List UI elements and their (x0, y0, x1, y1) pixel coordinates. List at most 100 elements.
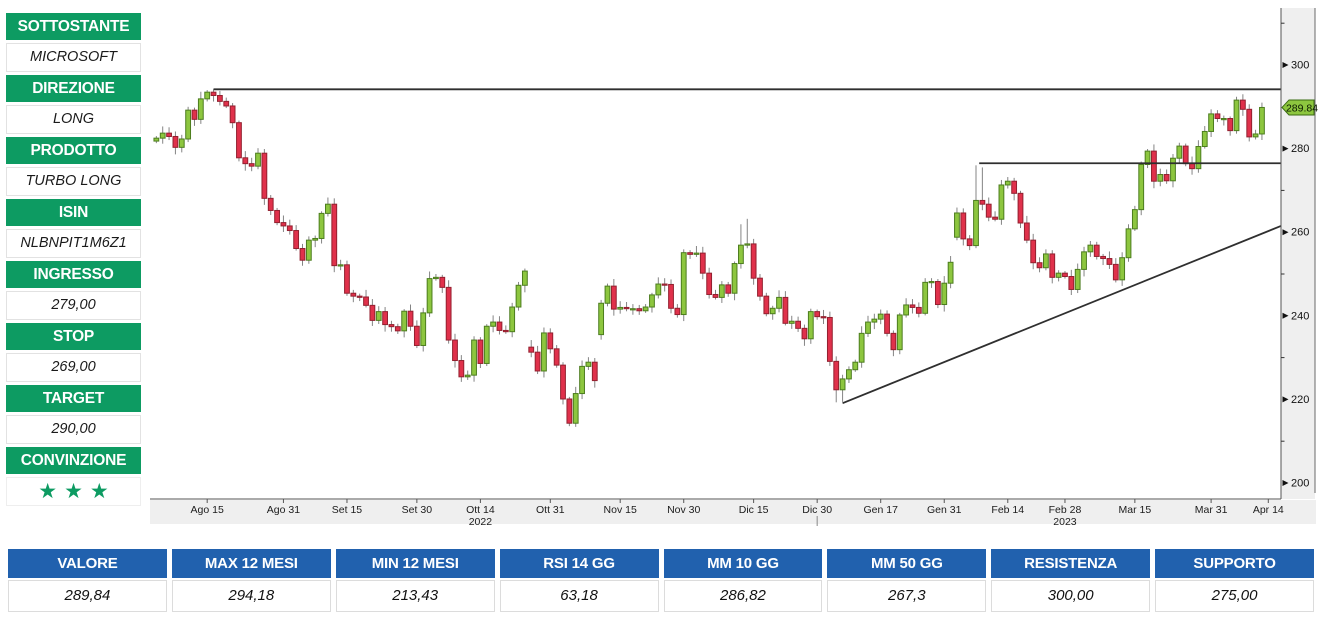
col-header-rsi: RSI 14 GG (499, 549, 659, 578)
x-tick-year-label: 2023 (1053, 516, 1077, 528)
y-axis-strip (1281, 8, 1315, 499)
candle-down (331, 203, 338, 267)
candle-down (229, 105, 236, 124)
candle-down (934, 281, 941, 306)
candle-up (541, 332, 547, 372)
candle-up (1252, 133, 1259, 138)
candle-up (483, 325, 490, 364)
conviction-stars-icon: ★★★ (6, 477, 141, 506)
cell-mm10: 286,82 (663, 580, 823, 612)
candle-up (1138, 163, 1145, 211)
candle-up (807, 311, 814, 340)
candle-down (909, 304, 916, 308)
x-tick-label: Nov 30 (667, 504, 700, 516)
candle-up (579, 365, 585, 395)
candle-down (687, 252, 693, 255)
col-header-resistenza: RESISTENZA (991, 549, 1151, 578)
col-header-min12: MIN 12 MESI (335, 549, 495, 578)
candle-down (1189, 163, 1195, 170)
candle-up (1233, 99, 1240, 132)
candle-down (261, 152, 268, 199)
candle-down (979, 199, 986, 205)
candle-up (1004, 180, 1011, 186)
candle-up (521, 270, 528, 286)
candle-down (407, 310, 414, 327)
cell-rsi: 63,18 (499, 580, 659, 612)
candle-up (1131, 209, 1138, 230)
candle-up (1208, 113, 1215, 132)
candle-up (598, 302, 605, 336)
ascending-trendline (842, 225, 1282, 404)
candle-down (388, 324, 395, 328)
candle-up (375, 311, 382, 321)
candle-up (1220, 118, 1227, 121)
candle-down (191, 109, 198, 120)
candle-down (223, 100, 230, 107)
candle-up (680, 252, 687, 316)
candle-down (636, 308, 643, 312)
candle-down (985, 203, 992, 218)
candle-up (490, 321, 497, 327)
candle-down (547, 332, 554, 350)
candle-down (1030, 239, 1037, 264)
candle-down (242, 157, 249, 165)
label-convinzione: CONVINZIONE (6, 447, 141, 474)
candle-up (852, 361, 859, 371)
candle-up (325, 203, 331, 214)
trade-info-panel: SOTTOSTANTE MICROSOFT DIREZIONE LONG PRO… (6, 13, 141, 509)
candle-down (566, 398, 573, 424)
candle-up (865, 321, 871, 334)
candle-up (305, 239, 312, 261)
candle-up (585, 361, 592, 367)
x-tick-label: Apr 14 (1253, 504, 1284, 516)
candle-down (452, 339, 458, 362)
candle-down (1163, 174, 1170, 182)
y-tick-label: 280 (1291, 143, 1309, 155)
candle-down (712, 293, 719, 298)
candle-down (344, 264, 350, 294)
candle-up (433, 276, 439, 280)
candle-down (1100, 255, 1106, 260)
x-tick-label: Gen 17 (863, 504, 898, 516)
candle-down (413, 325, 420, 346)
candle-up (312, 237, 319, 241)
x-axis-strip (150, 500, 1316, 524)
candle-down (496, 321, 503, 331)
y-tick-label: 220 (1291, 394, 1309, 406)
label-ingresso: INGRESSO (6, 261, 141, 288)
candle-up (572, 393, 579, 424)
value-target: 290,00 (6, 415, 141, 444)
x-tick-label: Set 30 (402, 504, 433, 516)
candle-down (236, 122, 242, 159)
candle-down (782, 296, 789, 324)
candle-down (439, 276, 446, 288)
candle-up (731, 263, 738, 294)
y-tick-label: 300 (1291, 60, 1309, 72)
candle-up (1125, 228, 1132, 259)
candle-up (185, 109, 192, 140)
candle-down (915, 306, 922, 314)
candle-down (763, 295, 770, 315)
candle-down (553, 348, 560, 366)
candle-down (1106, 258, 1113, 265)
candle-down (801, 327, 808, 340)
x-tick-label: Ago 31 (267, 504, 300, 516)
candle-up (617, 306, 624, 310)
candle-up (1055, 272, 1062, 278)
candle-up (973, 199, 979, 247)
label-isin: ISIN (6, 199, 141, 226)
candle-up (204, 91, 211, 100)
x-tick-label: Feb 14 (991, 504, 1024, 516)
candle-up (998, 184, 1005, 220)
col-header-valore: VALORE (8, 549, 167, 578)
candle-down (502, 329, 509, 333)
candle-up (1043, 253, 1049, 269)
candle-down (1112, 263, 1119, 281)
candle-up (420, 312, 427, 346)
last-price-tag (1281, 99, 1315, 116)
candle-up (1081, 251, 1087, 270)
candle-up (464, 374, 471, 378)
y-tick-label: 240 (1291, 310, 1309, 322)
candle-down (1214, 113, 1221, 120)
